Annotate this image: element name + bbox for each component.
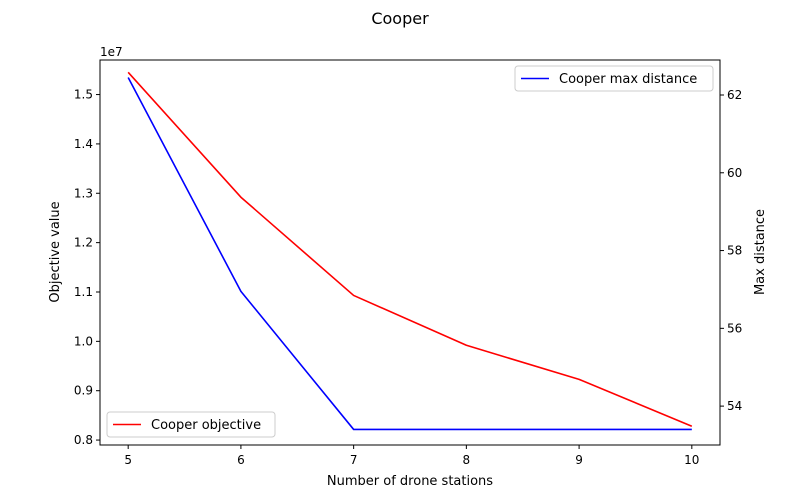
- series-line-max-distance: [127, 77, 692, 431]
- x-tick-label: 10: [684, 453, 699, 467]
- x-tick-label: 8: [463, 453, 471, 467]
- legend-max-distance-frame: [514, 65, 714, 92]
- y-left-tick-label: 1.5: [74, 88, 93, 102]
- y-left-tick-label: 0.8: [74, 433, 93, 447]
- y-axis-right-label: Max distance: [753, 209, 768, 295]
- y-left-tick-label: 1.1: [74, 285, 93, 299]
- y-left-tick-label: 1.3: [74, 186, 93, 200]
- y-right-tick-label: 54: [727, 399, 742, 413]
- y-right-tick-label: 60: [727, 166, 742, 180]
- legend-objective-frame: [106, 411, 276, 438]
- plot-frame: [99, 59, 721, 446]
- series-line-objective: [127, 71, 693, 427]
- x-tick-label: 9: [575, 453, 583, 467]
- x-tick-label: 7: [350, 453, 358, 467]
- y-left-tick-label: 0.9: [74, 384, 93, 398]
- y-axis-left-label: Objective value: [48, 201, 63, 302]
- y-left-tick-label: 1.0: [74, 334, 93, 348]
- y-right-tick-label: 56: [727, 321, 742, 335]
- chart-title: Cooper: [371, 9, 429, 28]
- x-tick-label: 5: [124, 453, 132, 467]
- legend-max-distance-label: Cooper max distance: [559, 72, 697, 87]
- y-right-tick-label: 62: [727, 88, 742, 102]
- legend-objective: Cooper objective: [106, 411, 276, 438]
- legend-max-distance: Cooper max distance: [514, 65, 714, 92]
- legend-objective-label: Cooper objective: [151, 418, 261, 433]
- plot-area: 5 6 7 8 9 100.80.91.01.11.21.31.41.5545658606…: [74, 59, 742, 467]
- x-tick-label: 6: [237, 453, 245, 467]
- y-left-tick-label: 1.4: [74, 137, 93, 151]
- left-axis-multiplier: 1e7: [100, 45, 123, 59]
- y-right-tick-label: 58: [727, 244, 742, 258]
- x-axis-label: Number of drone stations: [327, 474, 493, 489]
- y-left-tick-label: 1.2: [74, 236, 93, 250]
